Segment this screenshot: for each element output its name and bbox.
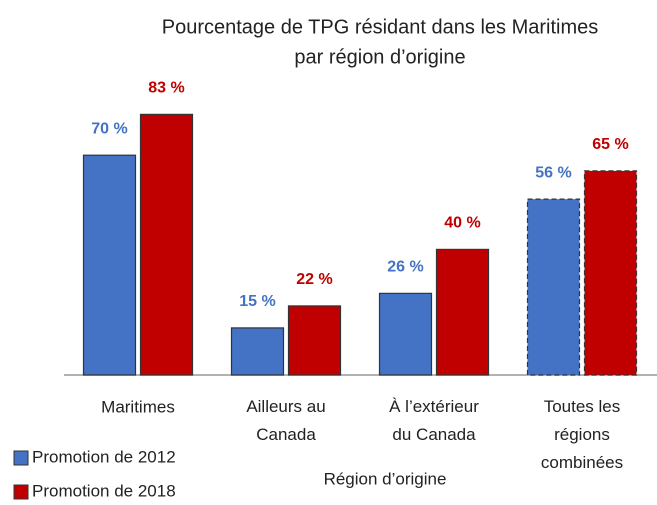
chart-title: Pourcentage de TPG résidant dans les Mar… <box>162 16 599 38</box>
value-label: 83 % <box>148 80 184 97</box>
x-axis-label: Région d’origine <box>324 469 447 488</box>
value-label: 70 % <box>91 120 127 137</box>
chart-title: par région d’origine <box>294 46 465 68</box>
bar <box>583 170 638 376</box>
bar <box>82 154 137 376</box>
value-label: 65 % <box>592 136 628 153</box>
bar <box>435 248 490 376</box>
x-tick-label: À l’extérieur du Canada <box>389 397 479 444</box>
bar <box>287 305 342 376</box>
legend-swatch <box>13 484 29 500</box>
bar <box>526 198 581 376</box>
bar <box>139 113 194 376</box>
value-label: 56 % <box>535 164 571 181</box>
value-label: 15 % <box>239 293 275 310</box>
x-tick-label: Ailleurs au Canada <box>246 397 325 444</box>
x-tick-label: Maritimes <box>101 397 175 416</box>
legend-swatch <box>13 450 29 466</box>
legend-label: Promotion de 2012 <box>32 447 176 466</box>
value-label: 22 % <box>296 271 332 288</box>
value-label: 40 % <box>444 215 480 232</box>
bar <box>230 327 285 376</box>
x-tick-label: Toutes les régions combinées <box>541 397 623 472</box>
legend-label: Promotion de 2018 <box>32 481 176 500</box>
value-label: 26 % <box>387 259 423 276</box>
bar <box>378 292 433 376</box>
